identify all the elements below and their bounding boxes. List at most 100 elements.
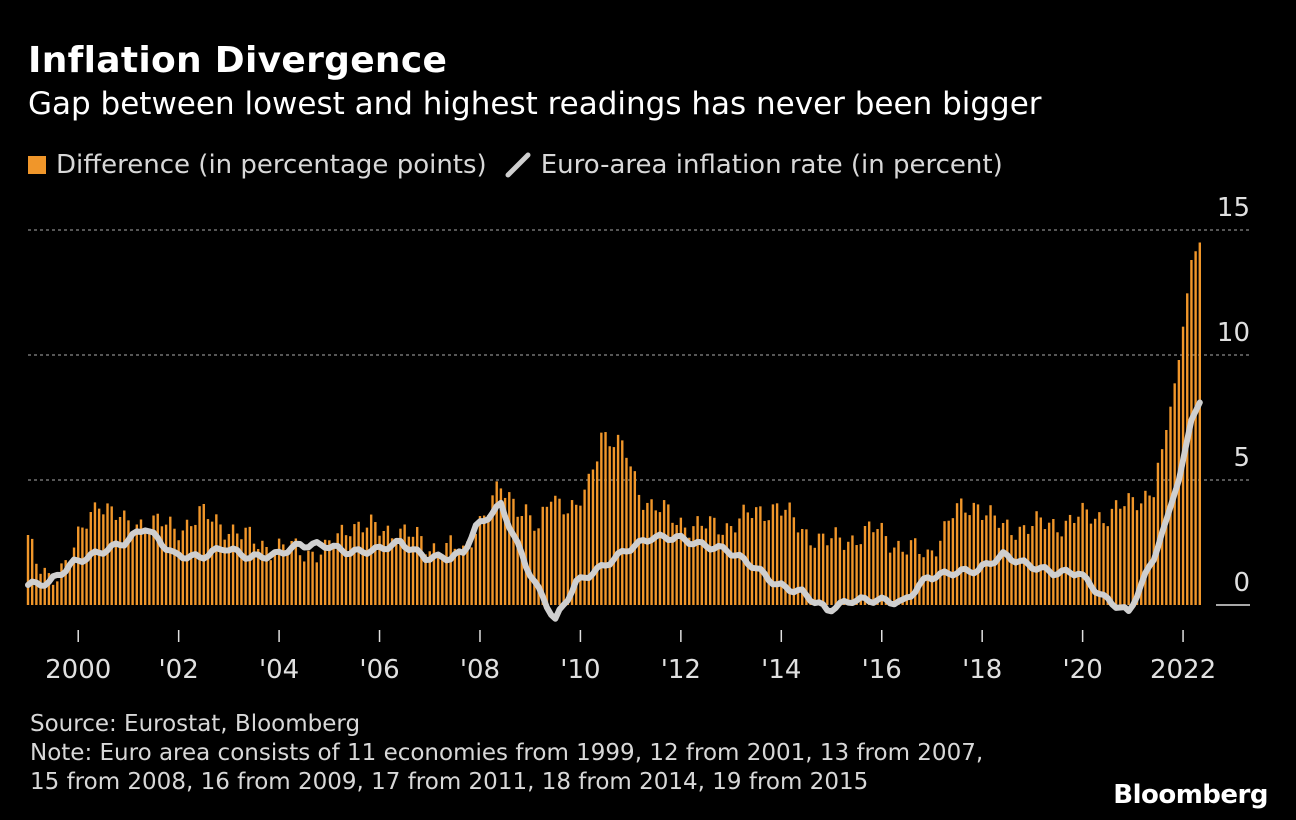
- difference-bar: [269, 560, 272, 605]
- difference-bar: [851, 535, 854, 605]
- difference-bar: [884, 536, 888, 605]
- difference-bar: [780, 515, 783, 605]
- difference-bar: [131, 532, 134, 605]
- difference-bar: [754, 507, 758, 605]
- difference-bar: [1006, 519, 1009, 605]
- difference-bar: [290, 540, 293, 605]
- difference-bar: [721, 534, 724, 605]
- difference-bar: [625, 457, 628, 605]
- difference-bar: [1135, 510, 1139, 605]
- difference-bar: [261, 540, 264, 605]
- difference-bar: [328, 540, 331, 605]
- difference-bar: [303, 561, 306, 605]
- difference-bar: [575, 504, 578, 605]
- difference-bar: [1014, 539, 1017, 605]
- difference-bar: [533, 530, 536, 605]
- difference-bar: [323, 539, 327, 605]
- difference-bar: [97, 508, 101, 605]
- difference-bar: [813, 547, 816, 605]
- difference-bar: [801, 528, 804, 605]
- difference-bar: [867, 521, 871, 605]
- difference-bar: [64, 560, 67, 605]
- difference-bar: [148, 530, 151, 605]
- difference-bar: [750, 518, 754, 605]
- inflation-line-path: [25, 399, 1203, 622]
- difference-bar: [512, 498, 515, 605]
- difference-bar: [508, 492, 511, 605]
- difference-bar: [621, 440, 624, 605]
- difference-bar: [562, 514, 565, 605]
- x-tick-label-2018: '18: [962, 655, 1002, 685]
- difference-bar: [976, 504, 980, 605]
- difference-bar: [143, 530, 147, 605]
- difference-bar: [349, 536, 352, 605]
- difference-bar: [160, 526, 164, 605]
- difference-bar: [834, 527, 837, 605]
- difference-bar: [424, 554, 427, 605]
- x-tick-label-2006: '06: [359, 655, 399, 685]
- difference-bar: [1144, 490, 1147, 605]
- difference-bar: [1052, 519, 1055, 605]
- difference-bar: [708, 516, 712, 605]
- difference-bar: [529, 515, 532, 605]
- difference-bar: [570, 500, 574, 605]
- difference-bar: [118, 516, 122, 605]
- difference-bar: [156, 513, 159, 605]
- difference-bar: [1064, 520, 1068, 605]
- difference-bar: [888, 552, 892, 605]
- difference-bar: [960, 498, 963, 605]
- difference-bar: [1114, 500, 1118, 605]
- bloomberg-logo: Bloomberg: [1113, 780, 1268, 810]
- difference-bar: [909, 540, 913, 605]
- difference-bar: [893, 547, 896, 605]
- difference-bar: [378, 535, 381, 605]
- legend-label-inflation: Euro-area inflation rate (in percent): [540, 150, 1003, 180]
- difference-bar: [244, 527, 247, 605]
- difference-bar: [1156, 462, 1160, 605]
- difference-bar: [1110, 508, 1114, 605]
- difference-bar: [340, 524, 344, 605]
- difference-bar: [830, 538, 833, 605]
- difference-bar: [77, 526, 80, 605]
- difference-bar: [407, 536, 411, 605]
- difference-bar: [566, 513, 570, 605]
- difference-bar: [1056, 532, 1059, 605]
- difference-bar: [1022, 525, 1026, 605]
- difference-bar: [277, 538, 281, 605]
- chart-subtitle: Gap between lowest and highest readings …: [28, 86, 1042, 122]
- x-tick-label-2002: '02: [159, 655, 199, 685]
- difference-bar: [441, 557, 444, 605]
- difference-bar: [554, 495, 557, 605]
- line-icon: [505, 152, 531, 178]
- difference-bar: [650, 499, 653, 605]
- difference-bar: [194, 524, 197, 605]
- difference-bar: [185, 519, 189, 605]
- difference-bar: [1085, 509, 1089, 605]
- difference-bar: [838, 537, 842, 605]
- difference-bar: [629, 466, 632, 605]
- difference-bar: [876, 529, 879, 605]
- x-tick-label-2022: 2022: [1150, 655, 1216, 685]
- difference-bar: [855, 545, 858, 605]
- difference-bar: [905, 554, 909, 605]
- difference-bar: [759, 506, 762, 605]
- difference-bar: [1027, 533, 1030, 605]
- difference-bar: [1119, 508, 1122, 605]
- difference-bar: [215, 514, 218, 605]
- difference-bar: [1010, 535, 1013, 605]
- difference-bar: [114, 519, 118, 605]
- difference-bar: [633, 471, 637, 605]
- difference-bar: [524, 504, 528, 605]
- difference-bar: [173, 528, 176, 605]
- difference-bar: [470, 547, 473, 605]
- difference-bar: [1018, 526, 1022, 605]
- difference-bar: [30, 538, 34, 605]
- difference-bar: [453, 548, 457, 605]
- difference-bar: [788, 502, 791, 605]
- difference-bar: [445, 543, 448, 605]
- y-tick-label-15: 15: [1217, 193, 1250, 223]
- difference-bar: [81, 527, 84, 605]
- difference-bar: [273, 552, 277, 605]
- difference-bar: [252, 543, 256, 605]
- difference-bar: [499, 488, 503, 605]
